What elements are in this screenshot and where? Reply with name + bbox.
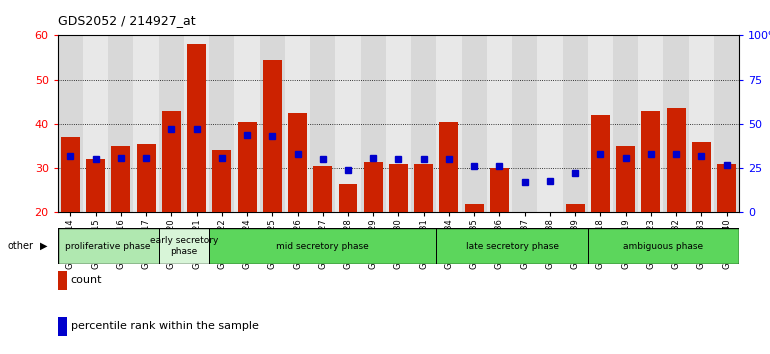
Bar [313, 166, 332, 212]
Text: GDS2052 / 214927_at: GDS2052 / 214927_at [58, 14, 196, 27]
Bar [714, 35, 739, 212]
Bar [213, 150, 231, 212]
Text: ▶: ▶ [40, 241, 48, 251]
Bar [414, 164, 434, 212]
Bar [613, 35, 638, 212]
Text: count: count [71, 275, 102, 285]
Bar [162, 110, 181, 212]
Text: early secretory
phase: early secretory phase [149, 236, 218, 256]
Bar [717, 164, 736, 212]
Bar [440, 122, 458, 212]
Bar [238, 122, 256, 212]
Bar [58, 35, 83, 212]
Bar [159, 228, 209, 264]
Bar [512, 35, 537, 212]
Bar [641, 110, 661, 212]
Bar [537, 35, 563, 212]
Bar [339, 184, 357, 212]
Bar [58, 228, 159, 264]
Text: other: other [8, 241, 34, 251]
Bar [688, 35, 714, 212]
Bar [411, 35, 437, 212]
Bar [86, 159, 105, 212]
Bar [112, 146, 130, 212]
Bar [616, 146, 635, 212]
Bar [184, 35, 209, 212]
Bar [263, 60, 282, 212]
Bar [363, 161, 383, 212]
Bar [487, 35, 512, 212]
Bar [515, 212, 534, 230]
Bar [461, 35, 487, 212]
Bar [667, 108, 685, 212]
Text: mid secretory phase: mid secretory phase [276, 241, 369, 251]
Bar [465, 204, 484, 212]
Bar [563, 35, 588, 212]
Bar [310, 35, 336, 212]
Bar [159, 35, 184, 212]
Bar [692, 142, 711, 212]
Bar [437, 228, 588, 264]
Bar [638, 35, 664, 212]
Bar [259, 35, 285, 212]
Bar [209, 228, 437, 264]
Text: percentile rank within the sample: percentile rank within the sample [71, 321, 259, 331]
Bar [389, 164, 408, 212]
Bar [187, 44, 206, 212]
Bar [83, 35, 109, 212]
Bar [541, 212, 559, 230]
Bar [588, 35, 613, 212]
Bar [133, 35, 159, 212]
Bar [360, 35, 386, 212]
Bar [591, 115, 610, 212]
Text: ambiguous phase: ambiguous phase [624, 241, 704, 251]
Bar [234, 35, 259, 212]
Bar [285, 35, 310, 212]
Bar [490, 168, 509, 212]
Bar [664, 35, 688, 212]
Bar [336, 35, 360, 212]
Text: late secretory phase: late secretory phase [466, 241, 558, 251]
Bar [386, 35, 411, 212]
Bar [61, 137, 80, 212]
Bar [288, 113, 307, 212]
Bar [136, 144, 156, 212]
Text: proliferative phase: proliferative phase [65, 241, 151, 251]
Bar [588, 228, 739, 264]
Bar [437, 35, 461, 212]
Bar [209, 35, 234, 212]
Bar [109, 35, 133, 212]
Bar [566, 204, 584, 212]
